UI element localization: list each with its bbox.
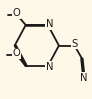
Text: N: N [80,72,88,83]
Text: O: O [13,8,20,18]
Text: N: N [46,62,53,72]
Text: O: O [13,48,20,58]
Text: S: S [72,39,78,49]
Text: N: N [46,20,53,30]
